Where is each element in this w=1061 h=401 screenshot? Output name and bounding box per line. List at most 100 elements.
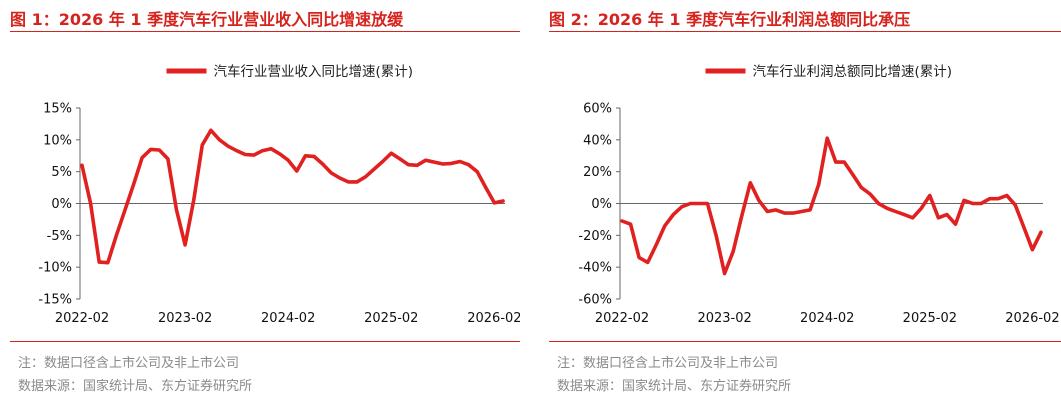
data-point xyxy=(450,162,453,165)
data-point xyxy=(312,155,316,158)
data-point xyxy=(774,208,778,212)
data-point xyxy=(920,207,923,210)
data-point xyxy=(458,160,462,163)
data-point xyxy=(218,138,221,141)
data-point xyxy=(808,208,812,212)
data-point xyxy=(945,213,949,216)
profit-growth-chart: 汽车行业利润总额同比增速(累计) 60% 40% 20% 0% -20% -40% -60% 2… xyxy=(578,63,1059,326)
data-point xyxy=(235,149,238,152)
data-point xyxy=(390,152,393,155)
x-tick-label: 2023-02 xyxy=(697,311,751,326)
chart-source: 数据来源：国家统计局、东方证券研究所 xyxy=(18,379,253,394)
data-point xyxy=(757,199,760,202)
data-point xyxy=(1022,226,1026,229)
revenue-growth-chart: 汽车行业营业收入同比增速(累计) 15% 10% 5% 0% -5% -10% -15% 202… xyxy=(38,63,520,326)
y-tick-label: 0% xyxy=(51,197,72,212)
data-point xyxy=(441,162,445,166)
data-point xyxy=(672,213,675,216)
chart-title: 图 2：2026 年 1 季度汽车行业利润总额同比承压 xyxy=(549,10,911,29)
data-point xyxy=(338,176,341,180)
legend: 汽车行业营业收入同比增速(累计) xyxy=(166,63,413,80)
chart-source: 数据来源：国家统计局、东方证券研究所 xyxy=(557,379,792,394)
data-point xyxy=(493,201,496,205)
data-point xyxy=(364,175,367,178)
data-point xyxy=(372,167,376,171)
x-tick-label: 2022-02 xyxy=(55,311,109,326)
data-point xyxy=(851,173,855,176)
data-point xyxy=(149,148,152,151)
data-point xyxy=(826,137,829,140)
y-tick-label: -5% xyxy=(47,229,72,244)
data-point xyxy=(140,156,144,159)
data-point xyxy=(166,157,170,161)
x-tick-label: 2026-02 xyxy=(1005,311,1059,326)
data-point xyxy=(1039,231,1043,234)
x-tick-label: 2026-02 xyxy=(467,311,520,326)
data-point xyxy=(501,199,505,203)
data-point xyxy=(398,157,402,161)
data-point xyxy=(269,147,273,150)
data-point xyxy=(791,211,795,215)
data-point xyxy=(244,153,247,156)
data-point xyxy=(697,202,701,205)
data-point xyxy=(321,162,324,166)
data-point xyxy=(800,210,803,213)
data-point xyxy=(183,243,187,247)
chart-title: 图 1：2026 年 1 季度汽车行业营业收入同比增速放缓 xyxy=(10,10,404,29)
y-tick-label: -20% xyxy=(578,229,612,244)
x-tick-label: 2022-02 xyxy=(595,311,649,326)
data-point xyxy=(261,149,264,152)
data-point xyxy=(689,202,692,205)
x-tick-label: 2025-02 xyxy=(903,311,957,326)
y-tick-label: -40% xyxy=(578,261,612,276)
y-tick-label: 20% xyxy=(583,165,612,180)
data-point xyxy=(629,223,632,226)
data-point xyxy=(192,199,195,202)
data-point xyxy=(714,234,718,237)
data-point xyxy=(637,256,641,259)
data-point xyxy=(885,207,889,210)
y-tick-label: -15% xyxy=(38,293,72,308)
data-point xyxy=(115,234,118,237)
data-point xyxy=(928,194,931,197)
legend-label: 汽车行业利润总额同比增速(累计) xyxy=(753,63,953,80)
chart-panel-revenue: 图 1：2026 年 1 季度汽车行业营业收入同比增速放缓 汽车行业营业收入同比… xyxy=(0,0,520,401)
data-point xyxy=(278,152,281,155)
data-point xyxy=(937,216,940,219)
data-point xyxy=(381,160,384,163)
data-point xyxy=(287,159,290,162)
data-point xyxy=(783,211,786,215)
data-point xyxy=(1014,203,1017,207)
y-tick-label: 15% xyxy=(43,102,72,117)
data-point xyxy=(971,202,974,205)
data-point xyxy=(903,213,906,216)
data-point xyxy=(209,129,213,132)
data-point xyxy=(89,202,92,205)
chart-note: 注：数据口径含上市公司及非上市公司 xyxy=(557,356,779,371)
data-point xyxy=(843,160,846,164)
data-point xyxy=(860,186,863,189)
data-point xyxy=(646,261,649,264)
x-tick-label: 2023-02 xyxy=(158,311,212,326)
y-tick-label: 40% xyxy=(583,133,612,148)
footer-divider xyxy=(10,341,520,342)
data-point xyxy=(304,154,307,157)
data-point xyxy=(911,216,914,219)
data-point xyxy=(132,183,135,186)
data-point xyxy=(979,202,983,205)
data-point xyxy=(415,164,419,167)
data-point xyxy=(997,197,1000,200)
data-point xyxy=(663,224,666,227)
data-point xyxy=(877,202,880,205)
data-point xyxy=(962,199,966,202)
y-tick-label: 10% xyxy=(43,133,72,148)
series-line xyxy=(620,136,1043,276)
x-tick-label: 2024-02 xyxy=(261,311,315,326)
data-point xyxy=(347,180,350,184)
data-point xyxy=(817,183,820,186)
chart-panel-profit: 图 2：2026 年 1 季度汽车行业利润总额同比承压 汽车行业利润总额同比增速… xyxy=(539,0,1061,401)
series-line xyxy=(80,128,505,265)
x-tick-label: 2025-02 xyxy=(364,311,418,326)
data-point xyxy=(433,160,436,164)
data-point xyxy=(749,181,752,184)
